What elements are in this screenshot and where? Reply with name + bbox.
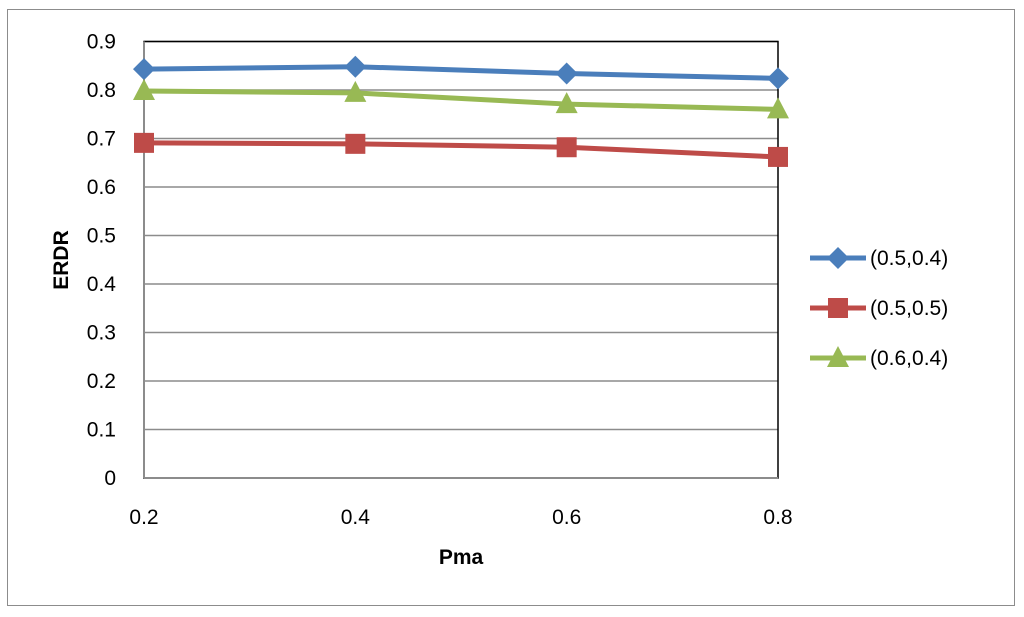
data-point-triangle — [767, 97, 789, 119]
data-point-triangle — [555, 92, 578, 114]
series-line — [143, 64, 779, 81]
data-point-square — [556, 137, 577, 158]
y-tick-label: 0.3 — [87, 322, 116, 345]
x-tick-label: 0.8 — [763, 506, 792, 529]
data-point-diamond — [133, 58, 155, 81]
series-line — [143, 140, 779, 160]
legend-label: (0.6,0.4) — [870, 347, 948, 370]
legend-item: (0.6,0.4) — [810, 346, 948, 370]
data-point-triangle — [827, 346, 849, 367]
data-point-triangle — [344, 80, 367, 102]
y-tick-label: 0.7 — [87, 128, 116, 151]
y-tick-label: 0.5 — [87, 225, 116, 248]
series-1 — [134, 132, 788, 167]
y-tick-label: 0.4 — [87, 273, 117, 296]
data-point-triangle — [133, 78, 155, 100]
y-axis-label: ERDR — [50, 230, 73, 290]
series-line — [143, 88, 779, 112]
data-point-square — [768, 146, 788, 167]
legend-label: (0.5,0.4) — [870, 247, 948, 270]
y-tick-label: 0.2 — [87, 370, 116, 393]
y-tick-label: 0.1 — [87, 419, 116, 442]
data-point-diamond — [827, 247, 849, 269]
x-tick-label: 0.4 — [341, 506, 371, 529]
y-tick-label: 0.8 — [87, 79, 116, 102]
data-point-square — [134, 132, 154, 153]
data-point-square — [828, 298, 848, 318]
series-2 — [133, 78, 789, 119]
legend-label: (0.5,0.5) — [870, 297, 948, 320]
data-point-diamond — [344, 55, 367, 78]
x-tick-label: 0.2 — [129, 506, 158, 529]
y-tick-label: 0.9 — [87, 31, 116, 54]
chart-frame — [7, 9, 1015, 606]
legend-item: (0.5,0.5) — [810, 297, 948, 320]
data-point-diamond — [555, 62, 578, 85]
y-tick-label: 0 — [104, 467, 116, 490]
y-tick-label: 0.6 — [87, 176, 116, 199]
x-tick-label: 0.6 — [552, 506, 581, 529]
series-0 — [133, 55, 789, 90]
legend-item: (0.5,0.4) — [810, 247, 948, 270]
x-axis-label: Pma — [439, 546, 484, 569]
data-point-diamond — [767, 67, 789, 90]
data-point-square — [345, 133, 366, 154]
